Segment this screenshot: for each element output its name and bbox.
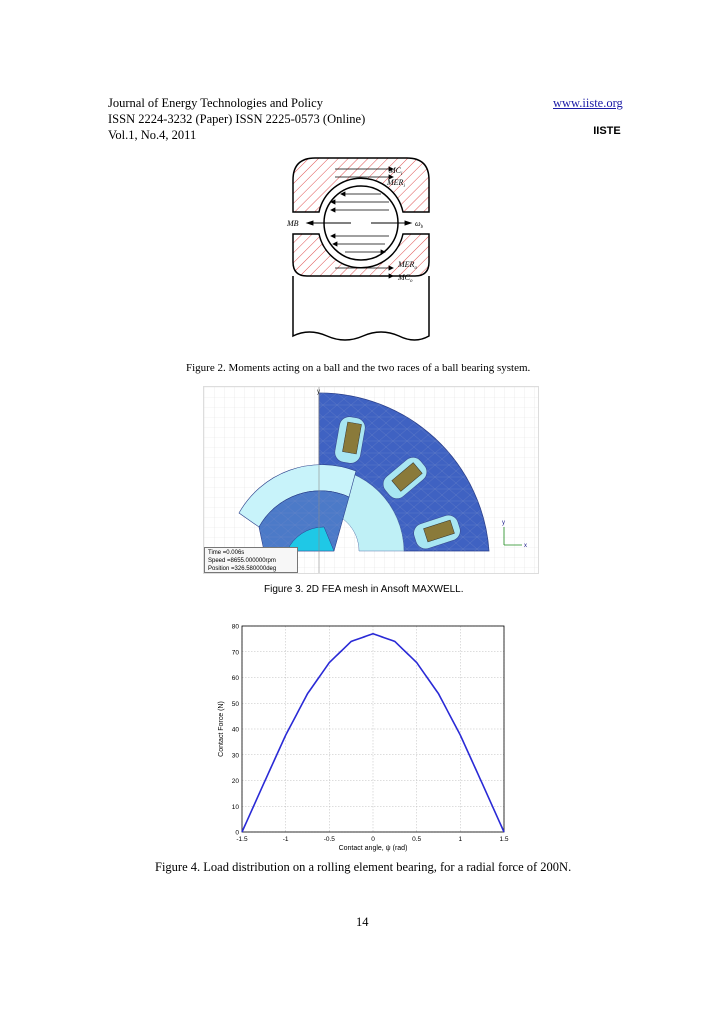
top-arrows: [330, 166, 394, 279]
y-tick-label: 60: [232, 675, 240, 682]
label-omega: ωb: [415, 219, 424, 230]
journal-title: Journal of Energy Technologies and Polic…: [108, 96, 323, 110]
simulation-info-box: Time =0.006s Speed =8655.000000rpm Posit…: [204, 547, 298, 573]
x-axis-label: Contact angle, ψ (rad): [339, 845, 408, 852]
y-tick-label: 10: [232, 804, 240, 811]
label-mero: MERo: [397, 260, 417, 271]
rotor-shaft: [286, 526, 335, 552]
fea-mesh-svg: y y x: [204, 387, 538, 573]
page-number: 14: [356, 915, 369, 929]
figure3-caption: Figure 3. 2D FEA mesh in Ansoft MAXWELL.: [264, 584, 464, 595]
info-position: Position =326.580000deg: [208, 566, 277, 572]
chart-grid: [241, 625, 505, 833]
label-mci: MCi: [388, 166, 403, 177]
tick-labels: -1.5 -1 -0.5 0 0.5 1 1.5 0 10 20 30 40 50 60 70 80: [232, 624, 509, 844]
journal-url[interactable]: www.iiste.org: [553, 96, 623, 110]
shaft: [292, 276, 430, 341]
outer-race: [292, 157, 430, 213]
x-tick-label: -0.5: [324, 836, 336, 843]
volume-line: Vol.1, No.4, 2011: [108, 128, 197, 142]
coord-triad: y x: [502, 520, 527, 549]
iiste-logo: IISTE: [592, 115, 622, 139]
svg-text:x: x: [524, 543, 527, 549]
x-tick-label: 1: [459, 836, 463, 843]
label-meri: MERi: [386, 178, 405, 189]
y-tick-label: 70: [232, 649, 240, 656]
figure4-caption: Figure 4. Load distribution on a rolling…: [155, 860, 572, 874]
y-tick-label: 30: [232, 752, 240, 759]
figure2-caption: Figure 2. Moments acting on a ball and t…: [186, 362, 531, 374]
y-tick-label: 80: [232, 624, 240, 631]
y-tick-label: 50: [232, 701, 240, 708]
axis-arrows: [305, 220, 413, 226]
x-tick-label: 0: [371, 836, 375, 843]
y-tick-label: 20: [232, 778, 240, 785]
logo-text: IISTE: [593, 125, 621, 137]
x-tick-label: 1.5: [499, 836, 508, 843]
x-tick-label: 0.5: [412, 836, 421, 843]
x-tick-label: -1: [283, 836, 289, 843]
x-tick-label: -1.5: [236, 836, 248, 843]
plot-frame: [241, 625, 505, 833]
figure2-diagram: MCi MERi MB ωb MERo MCo: [286, 157, 430, 341]
y-tick-label: 0: [235, 830, 239, 837]
info-speed: Speed =8655.000000rpm: [208, 558, 276, 564]
y-tick-label: 40: [232, 727, 240, 734]
label-mco: MCo: [397, 273, 413, 284]
windings: [342, 421, 455, 543]
info-time: Time =0.006s: [208, 550, 245, 556]
label-mb: MB: [286, 219, 299, 228]
figure4-chart: -1.5 -1 -0.5 0 0.5 1 1.5 0 10 20 30 40 50 60 70 80 Cont…: [218, 624, 509, 853]
series-points: [241, 633, 505, 833]
inner-race: [292, 233, 430, 277]
svg-text:y: y: [502, 520, 505, 526]
y-axis-label: y: [317, 389, 320, 395]
y-axis-label: Contact Force (N): [218, 701, 225, 757]
figure3-mesh: y y x Time =0.006s Speed =8655.000000rpm…: [203, 386, 539, 574]
issn-line: ISSN 2224-3232 (Paper) ISSN 2225-0573 (O…: [108, 112, 366, 126]
